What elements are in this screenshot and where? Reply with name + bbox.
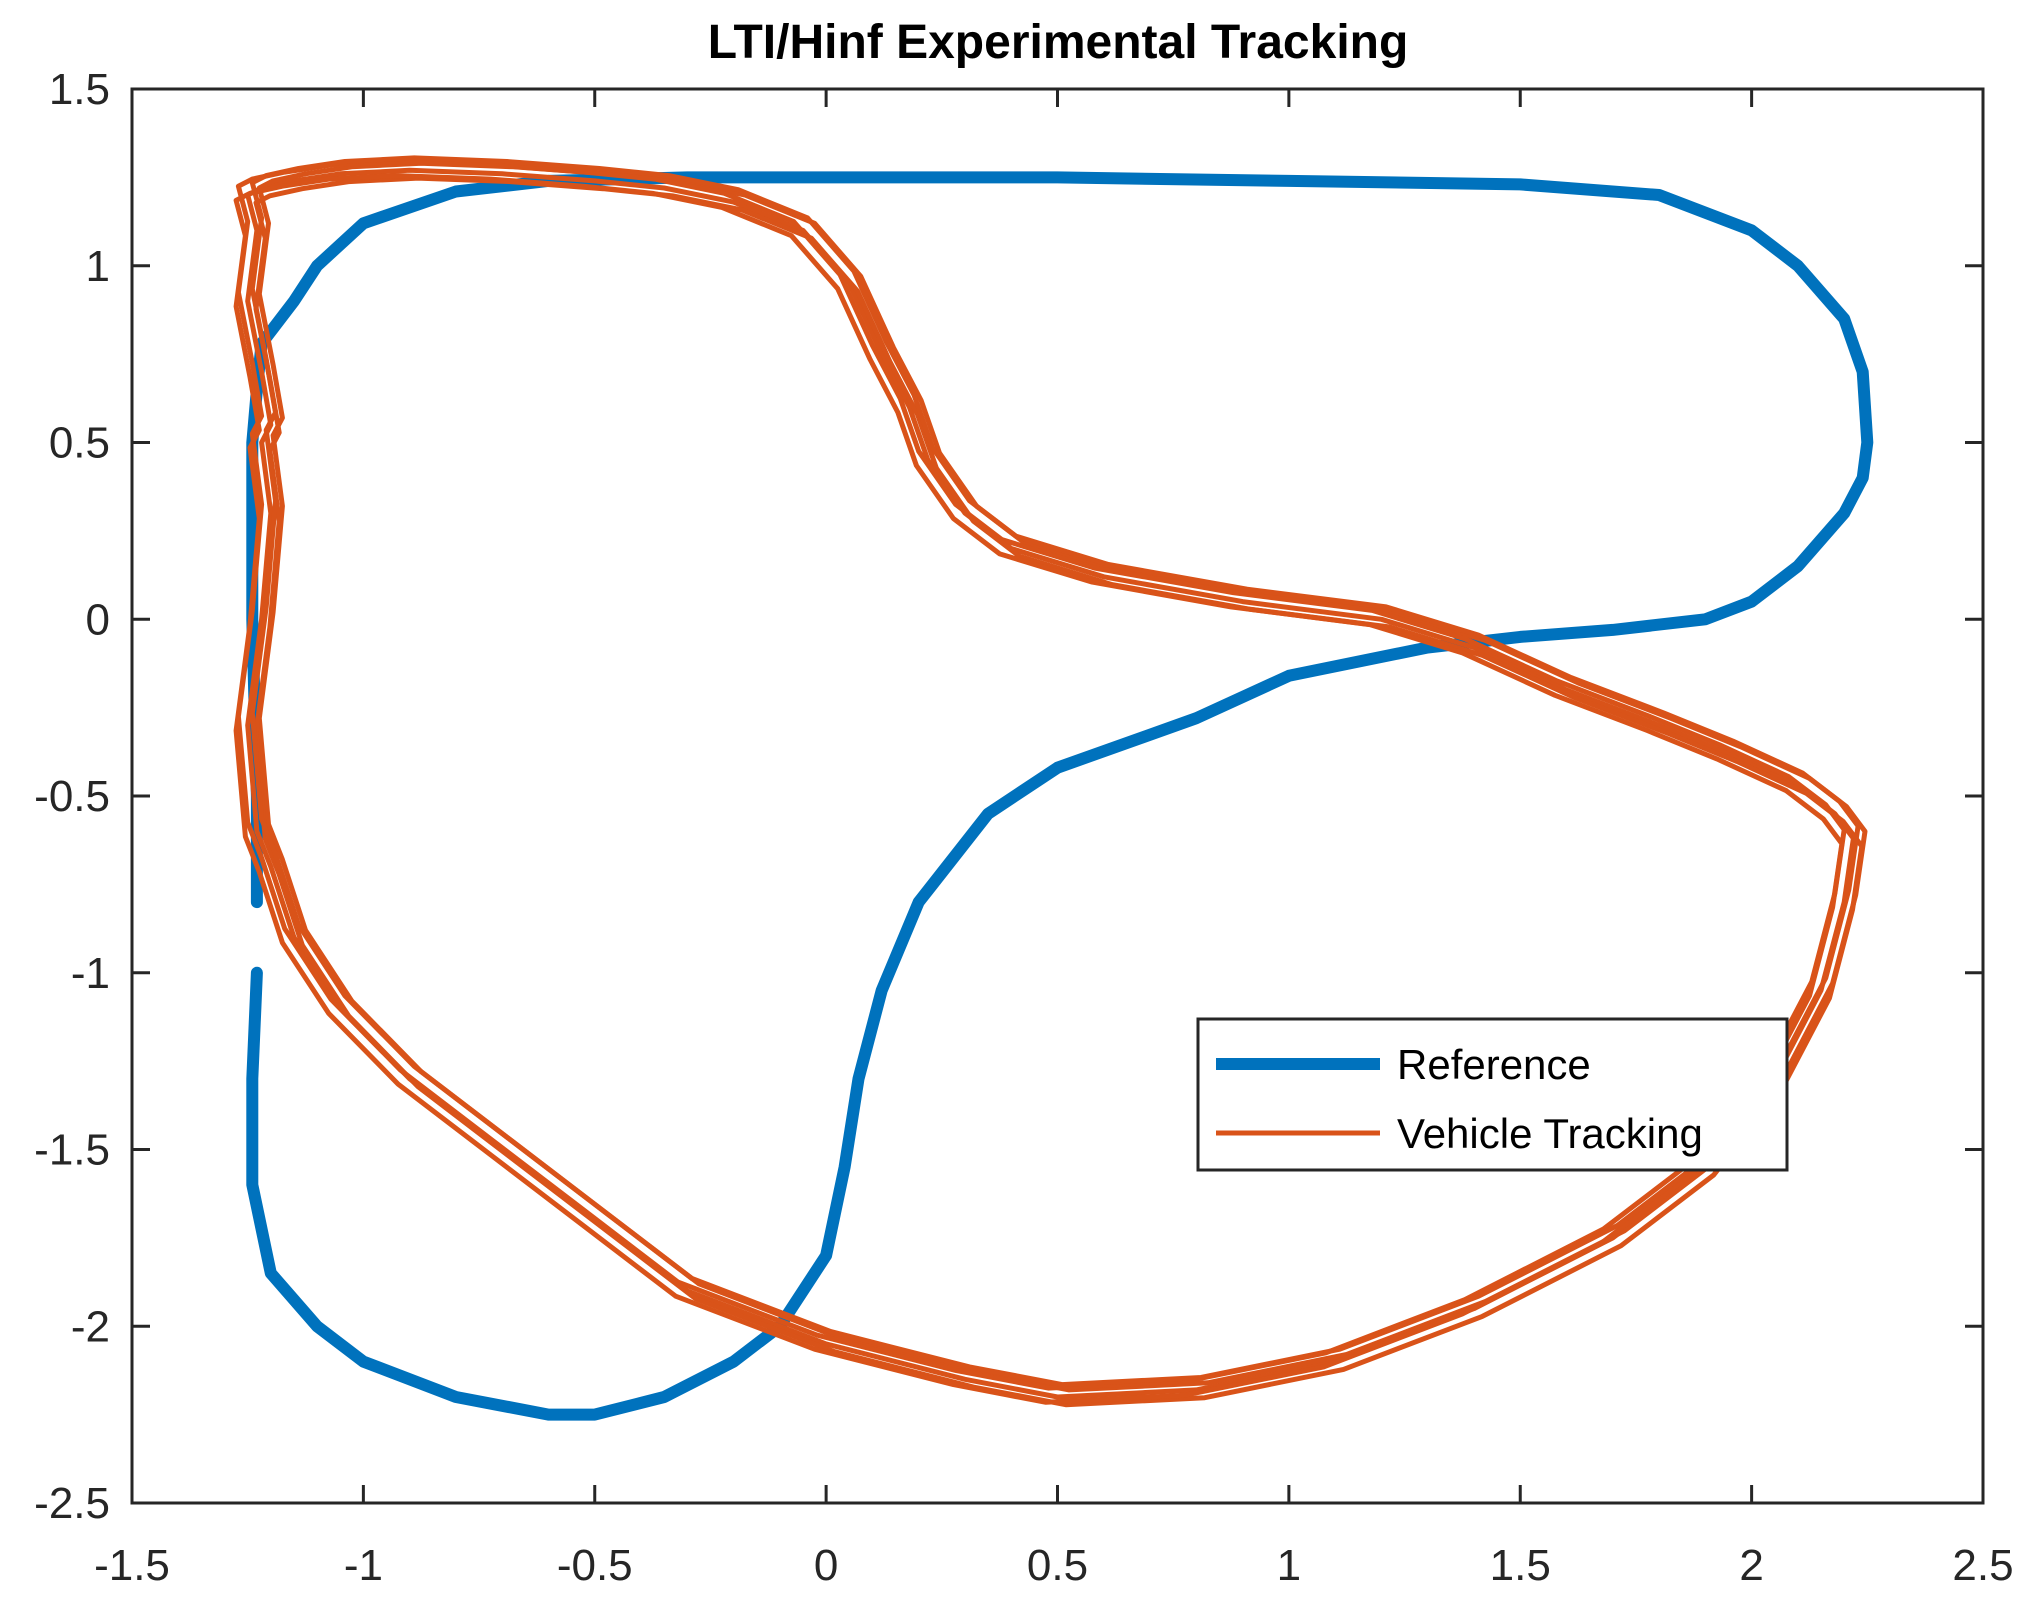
y-axis-ticks: -2.5 -2 -1.5 -1 -0.5 0 0.5 1 1.5 — [34, 65, 1983, 1528]
x-tick-label: 0 — [814, 1541, 838, 1590]
legend-label-reference: Reference — [1397, 1041, 1591, 1088]
y-tick-label: -1 — [71, 949, 110, 998]
chart-title: LTI/Hinf Experimental Tracking — [708, 16, 1409, 69]
x-tick-label: -1 — [344, 1541, 383, 1590]
series-reference-line — [246, 171, 1874, 1421]
legend-label-vehicle-tracking: Vehicle Tracking — [1397, 1110, 1703, 1157]
x-tick-label: 0.5 — [1027, 1541, 1088, 1590]
x-tick-label: 2 — [1739, 1541, 1763, 1590]
x-tick-label: -0.5 — [557, 1541, 633, 1590]
y-tick-label: -2.5 — [34, 1479, 110, 1528]
y-tick-label: 0 — [86, 595, 110, 644]
series-vehicle-tracking-line — [253, 175, 1865, 1408]
x-tick-label: 1 — [1277, 1541, 1301, 1590]
y-tick-label: -0.5 — [34, 772, 110, 821]
series-vehicle-tracking-line — [233, 173, 1845, 1405]
series-vehicle-tracking-line — [249, 155, 1861, 1388]
legend-box — [1196, 1017, 1789, 1172]
y-tick-label: 1.5 — [49, 65, 110, 114]
y-tick-label: 1 — [86, 242, 110, 291]
series-vehicle-tracking-line — [235, 159, 1847, 1391]
x-tick-label: 2.5 — [1952, 1541, 2013, 1590]
y-tick-label: 0.5 — [49, 419, 110, 468]
x-tick-label: -1.5 — [94, 1541, 170, 1590]
x-axis-ticks: -1.5 -1 -0.5 0 0.5 1 1.5 2 2.5 — [94, 89, 2014, 1590]
x-tick-label: 1.5 — [1490, 1541, 1551, 1590]
legend: Reference Vehicle Tracking — [1196, 1017, 1789, 1172]
series-layer — [233, 155, 1874, 1421]
y-tick-label: -2 — [71, 1302, 110, 1351]
y-tick-label: -1.5 — [34, 1126, 110, 1175]
